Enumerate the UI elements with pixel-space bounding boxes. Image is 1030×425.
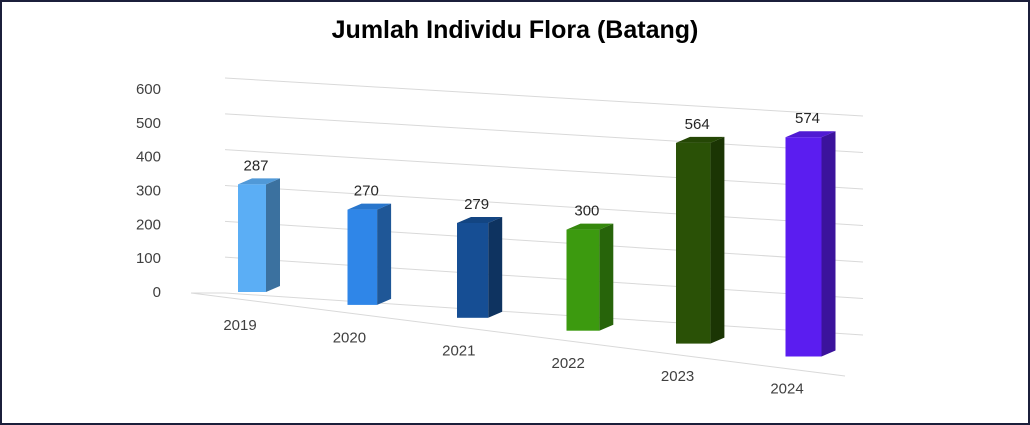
data-label: 279 [464, 196, 489, 213]
bar [676, 142, 711, 344]
bar-side [488, 216, 503, 318]
chart-title: Jumlah Individu Flora (Batang) [331, 16, 699, 44]
gridline [224, 256, 864, 299]
bar-top [785, 131, 836, 138]
gridline [224, 149, 864, 190]
y-tick-label: 200 [136, 216, 161, 233]
data-label: 270 [354, 183, 379, 200]
gridline [224, 77, 864, 117]
bar-top [457, 216, 503, 223]
bar-side [377, 203, 392, 305]
gridline [224, 185, 864, 226]
x-tick-label: 2021 [442, 342, 475, 359]
bar-side [599, 223, 614, 331]
bar-top [238, 178, 280, 185]
bar [457, 222, 489, 318]
gridline [224, 113, 864, 153]
x-tick-label: 2022 [552, 355, 585, 372]
data-label: 564 [685, 116, 710, 133]
y-tick-label: 600 [136, 81, 161, 98]
y-tick-label: 500 [136, 115, 161, 132]
x-tick-label: 2023 [661, 368, 694, 385]
x-tick-label: 2024 [770, 381, 803, 398]
bar [238, 184, 266, 292]
data-label: 287 [243, 157, 268, 174]
x-tick-label: 2020 [333, 330, 366, 347]
y-tick-label: 300 [136, 183, 161, 200]
data-label: 574 [795, 110, 820, 127]
bar-top [566, 223, 614, 230]
bar-side [821, 131, 836, 357]
gridline [224, 292, 864, 336]
bar-top [676, 136, 725, 143]
y-tick-label: 100 [136, 250, 161, 267]
bar [785, 137, 822, 357]
x-tick-label: 2019 [223, 317, 256, 334]
y-tick-label: 400 [136, 149, 161, 166]
bar-side [710, 136, 725, 344]
bar-top [347, 203, 392, 210]
data-label: 300 [574, 203, 599, 220]
bar-side [266, 178, 280, 292]
floor-front-edge [190, 292, 846, 377]
bar [566, 229, 600, 331]
y-tick-label: 0 [153, 284, 161, 301]
bar [347, 209, 378, 305]
gridline [224, 220, 864, 263]
